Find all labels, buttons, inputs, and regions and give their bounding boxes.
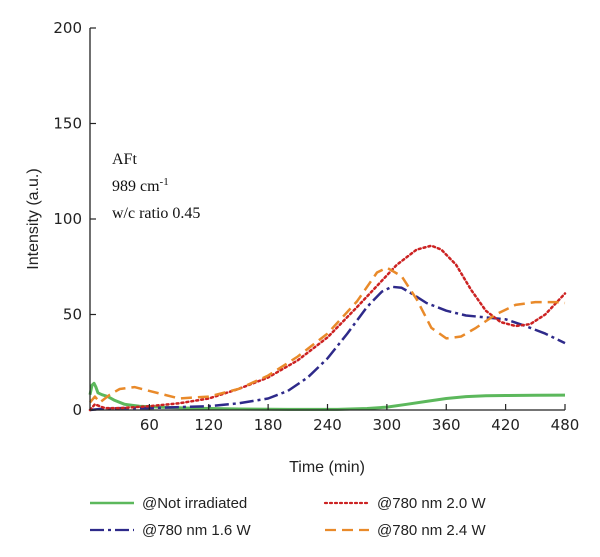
x-tick-label-180: 180	[254, 416, 283, 434]
legend-label-2: @780 nm 1.6 W	[142, 522, 251, 539]
y-tick-label-200: 200	[53, 19, 82, 37]
y-tick-label-100: 100	[53, 210, 82, 228]
series-line-4	[89, 266, 566, 404]
x-tick-label-60: 60	[140, 416, 159, 434]
legend-label-3: @780 nm 2.0 W	[377, 495, 486, 512]
annotation-line-2: 989 cm-1	[112, 176, 169, 195]
x-axis-title: Time (min)	[289, 459, 365, 476]
ticks-layer: 0 50 100 150 200 60 120 180 240 300 360 420 480	[53, 19, 579, 434]
x-tick-label-300: 300	[373, 416, 402, 434]
y-tick-label-50: 50	[63, 306, 82, 324]
legend-label-4: @780 nm 2.4 W	[377, 522, 486, 539]
series-line-1	[88, 381, 566, 411]
chart-annotation: AFt 989 cm-1 w/c ratio 0.45	[112, 151, 200, 222]
x-tick-label-120: 120	[194, 416, 223, 434]
annotation-line-3: w/c ratio 0.45	[112, 205, 200, 222]
y-tick-label-150: 150	[53, 115, 82, 133]
annotation-line-2-main: 989 cm	[112, 178, 160, 195]
annotation-line-1: AFt	[112, 151, 137, 168]
x-tick-label-360: 360	[432, 416, 461, 434]
y-axis-title: Intensity (a.u.)	[25, 168, 42, 269]
x-tick-label-420: 420	[491, 416, 520, 434]
legend: @Not irradiated @780 nm 2.0 W @780 nm 1.6 …	[90, 495, 486, 539]
x-tick-label-240: 240	[313, 416, 342, 434]
x-tick-label-480: 480	[551, 416, 580, 434]
annotation-line-2-sup: -1	[160, 176, 169, 188]
y-tick-label-0: 0	[72, 401, 82, 419]
legend-label-1: @Not irradiated	[142, 495, 247, 512]
